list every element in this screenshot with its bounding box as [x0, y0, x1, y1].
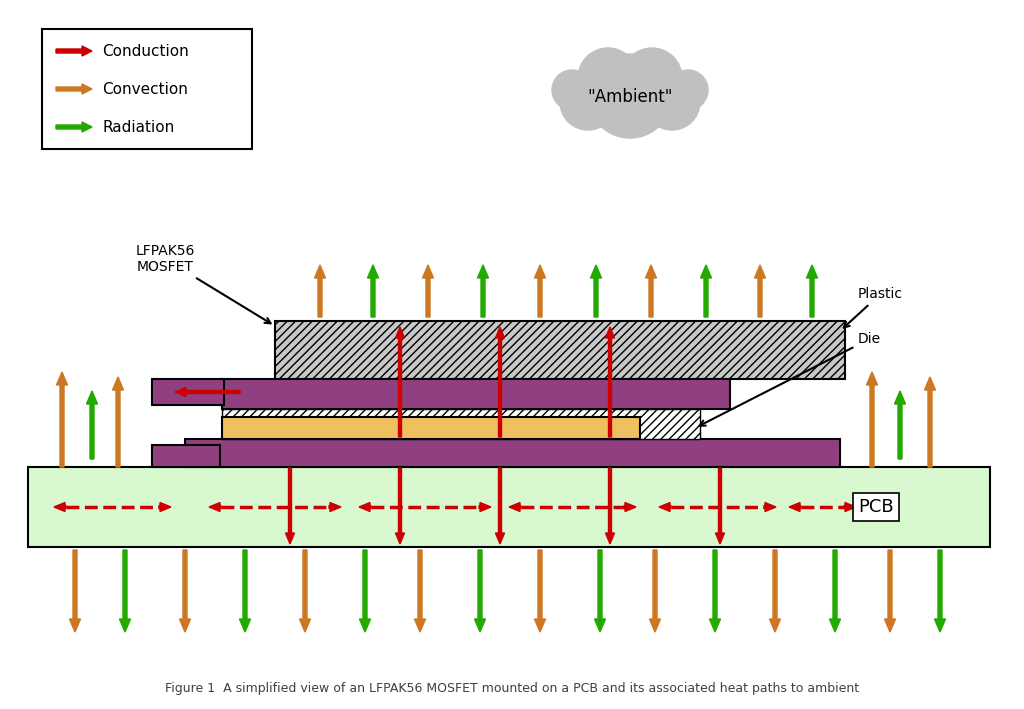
Text: Plastic: Plastic	[844, 287, 903, 328]
FancyArrow shape	[716, 468, 725, 544]
Bar	[222, 417, 640, 439]
Bar	[152, 445, 220, 467]
FancyArrow shape	[159, 503, 171, 511]
FancyArrow shape	[179, 550, 190, 632]
Bar	[185, 439, 840, 467]
FancyArrow shape	[368, 265, 379, 317]
FancyArrow shape	[925, 377, 936, 467]
FancyArrow shape	[56, 84, 92, 94]
Bar	[222, 379, 730, 409]
FancyArrow shape	[70, 550, 81, 632]
Text: Die: Die	[699, 332, 881, 425]
FancyArrow shape	[844, 503, 856, 511]
FancyArrow shape	[56, 122, 92, 132]
Bar	[152, 379, 224, 405]
FancyArrow shape	[120, 550, 130, 632]
FancyArrow shape	[659, 503, 671, 511]
Circle shape	[588, 54, 672, 138]
FancyArrow shape	[496, 468, 505, 544]
Text: Conduction: Conduction	[102, 43, 188, 59]
FancyArrow shape	[885, 550, 896, 632]
FancyArrow shape	[299, 550, 310, 632]
FancyArrow shape	[807, 265, 817, 317]
FancyArrow shape	[645, 265, 656, 317]
Circle shape	[668, 70, 708, 110]
FancyArrow shape	[54, 503, 66, 511]
FancyArrow shape	[535, 550, 546, 632]
FancyArrow shape	[649, 550, 660, 632]
FancyArrow shape	[624, 503, 636, 511]
FancyArrow shape	[700, 265, 712, 317]
FancyArrow shape	[605, 468, 614, 544]
FancyArrow shape	[474, 550, 485, 632]
Circle shape	[592, 56, 668, 132]
FancyArrow shape	[866, 372, 878, 467]
FancyArrow shape	[86, 391, 97, 459]
Bar	[28, 467, 990, 547]
FancyArrow shape	[895, 391, 905, 459]
FancyArrow shape	[113, 377, 124, 467]
FancyArrow shape	[535, 265, 546, 317]
FancyArrow shape	[359, 503, 371, 511]
Bar	[222, 409, 700, 439]
Circle shape	[560, 74, 616, 130]
FancyArrow shape	[764, 503, 776, 511]
FancyArrow shape	[240, 550, 251, 632]
FancyArrow shape	[479, 503, 490, 511]
FancyArrow shape	[591, 265, 601, 317]
Bar	[42, 29, 252, 149]
Circle shape	[622, 48, 682, 108]
Text: LFPAK56
MOSFET: LFPAK56 MOSFET	[135, 244, 270, 323]
FancyArrow shape	[769, 550, 780, 632]
FancyArrow shape	[509, 503, 521, 511]
FancyArrow shape	[935, 550, 945, 632]
Text: "Ambient": "Ambient"	[587, 88, 673, 106]
Circle shape	[578, 48, 638, 108]
FancyArrow shape	[710, 550, 721, 632]
FancyArrow shape	[605, 327, 614, 437]
FancyArrow shape	[423, 265, 433, 317]
Circle shape	[552, 70, 592, 110]
Text: Figure 1  A simplified view of an LFPAK56 MOSFET mounted on a PCB and its associ: Figure 1 A simplified view of an LFPAK56…	[165, 682, 859, 695]
Text: Convection: Convection	[102, 82, 187, 96]
FancyArrow shape	[56, 46, 92, 56]
FancyArrow shape	[175, 388, 240, 396]
FancyArrow shape	[415, 550, 426, 632]
Bar	[275, 321, 845, 379]
FancyArrow shape	[359, 550, 371, 632]
FancyArrow shape	[496, 327, 505, 437]
FancyArrow shape	[755, 265, 766, 317]
FancyArrow shape	[314, 265, 326, 317]
FancyArrow shape	[595, 550, 605, 632]
FancyArrow shape	[209, 503, 221, 511]
FancyArrow shape	[395, 468, 404, 544]
Text: PCB: PCB	[858, 498, 894, 516]
FancyArrow shape	[477, 265, 488, 317]
FancyArrow shape	[56, 372, 68, 467]
Text: Radiation: Radiation	[102, 120, 174, 135]
FancyArrow shape	[829, 550, 841, 632]
FancyArrow shape	[395, 327, 404, 437]
Circle shape	[644, 74, 700, 130]
FancyArrow shape	[329, 503, 341, 511]
FancyArrow shape	[790, 503, 801, 511]
FancyArrow shape	[286, 468, 295, 544]
